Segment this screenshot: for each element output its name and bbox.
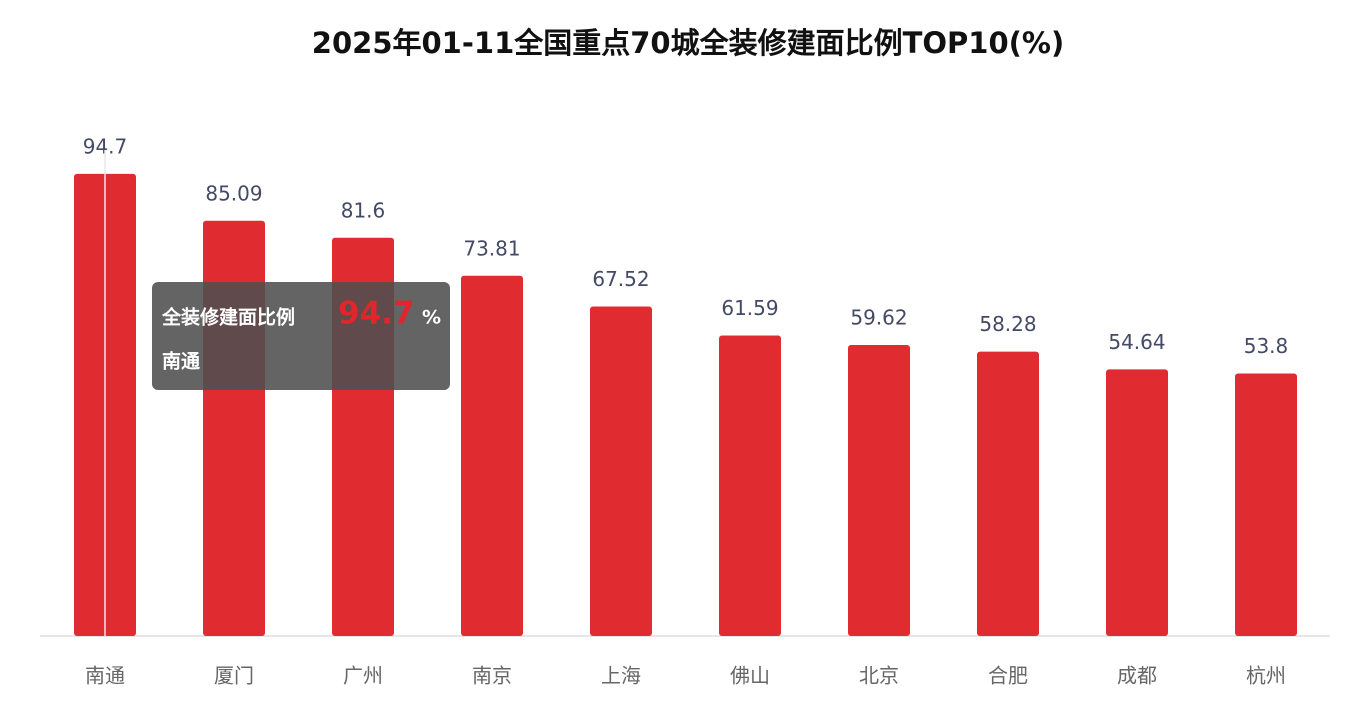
x-tick-label: 成都 [1117,664,1157,688]
x-tick-label: 广州 [343,664,383,688]
x-tick-label: 杭州 [1246,664,1286,688]
bar [1235,373,1297,636]
value-label: 81.6 [341,198,386,222]
value-label: 54.64 [1108,330,1165,354]
chart-title: 2025年01-11全国重点70城全装修建面比例TOP10(%) [312,26,1064,60]
tooltip-unit: % [422,307,441,329]
bar [719,335,781,636]
value-label: 85.09 [205,181,262,205]
value-label: 58.28 [979,312,1036,336]
x-tick-label: 南京 [472,664,512,688]
value-label: 61.59 [721,296,778,320]
bar [977,351,1039,636]
x-tick-label: 佛山 [730,664,770,688]
tooltip-value: 94.7 [338,296,415,332]
value-label: 73.81 [463,236,520,260]
tooltip-category: 南通 [162,351,201,373]
value-label: 67.52 [592,267,649,291]
bar [461,275,523,636]
value-label: 53.8 [1244,334,1289,358]
x-tick-label: 北京 [859,664,899,688]
bar [1106,369,1168,636]
bar [848,345,910,636]
x-tick-label: 厦门 [214,664,254,688]
x-tick-label: 上海 [601,664,641,688]
tooltip: 全装修建面比例 94.7 % 南通 [152,282,450,390]
tooltip-box [152,282,450,390]
tooltip-series: 全装修建面比例 [161,306,295,329]
value-label: 59.62 [850,306,907,330]
x-tick-label: 合肥 [988,664,1028,688]
x-tick-label: 南通 [85,664,125,688]
bar [590,306,652,636]
